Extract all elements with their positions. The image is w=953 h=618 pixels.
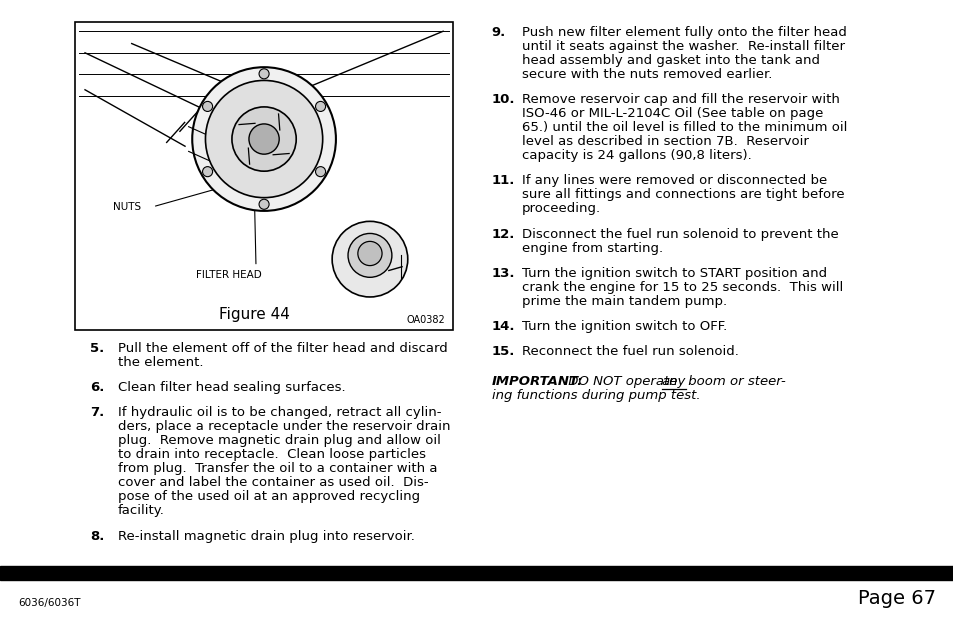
- Text: 10.: 10.: [491, 93, 515, 106]
- Text: 6.: 6.: [90, 381, 104, 394]
- Text: 5.: 5.: [90, 342, 104, 355]
- Text: plug.  Remove magnetic drain plug and allow oil: plug. Remove magnetic drain plug and all…: [118, 434, 440, 447]
- Circle shape: [202, 167, 213, 177]
- Text: OA0382: OA0382: [406, 315, 445, 325]
- Text: If hydraulic oil is to be changed, retract all cylin-: If hydraulic oil is to be changed, retra…: [118, 407, 441, 420]
- Circle shape: [332, 221, 407, 297]
- Text: Clean filter head sealing surfaces.: Clean filter head sealing surfaces.: [118, 381, 345, 394]
- Text: FILTER HEAD: FILTER HEAD: [195, 269, 261, 279]
- Text: Pull the element off of the filter head and discard: Pull the element off of the filter head …: [118, 342, 447, 355]
- Bar: [0, 566, 953, 580]
- Text: 6036/6036T: 6036/6036T: [18, 598, 80, 608]
- Circle shape: [259, 69, 269, 79]
- Text: engine from starting.: engine from starting.: [521, 242, 662, 255]
- Text: 15.: 15.: [491, 345, 515, 358]
- Text: Reconnect the fuel run solenoid.: Reconnect the fuel run solenoid.: [521, 345, 738, 358]
- Text: from plug.  Transfer the oil to a container with a: from plug. Transfer the oil to a contain…: [118, 462, 437, 475]
- Text: IMPORTANT:: IMPORTANT:: [491, 375, 582, 387]
- Text: Page 67: Page 67: [857, 589, 935, 608]
- Text: NUTS: NUTS: [112, 202, 141, 212]
- Text: proceeding.: proceeding.: [521, 203, 600, 216]
- Text: 8.: 8.: [90, 530, 104, 543]
- Text: 12.: 12.: [491, 227, 515, 240]
- Text: ing functions during pump test.: ing functions during pump test.: [491, 389, 700, 402]
- Text: Turn the ignition switch to START position and: Turn the ignition switch to START positi…: [521, 267, 826, 280]
- Text: If any lines were removed or disconnected be: If any lines were removed or disconnecte…: [521, 174, 826, 187]
- Circle shape: [205, 80, 322, 198]
- Text: the element.: the element.: [118, 356, 203, 369]
- Text: Disconnect the fuel run solenoid to prevent the: Disconnect the fuel run solenoid to prev…: [521, 227, 838, 240]
- Text: Turn the ignition switch to OFF.: Turn the ignition switch to OFF.: [521, 320, 726, 333]
- Text: 14.: 14.: [491, 320, 515, 333]
- Text: prime the main tandem pump.: prime the main tandem pump.: [521, 295, 726, 308]
- Circle shape: [192, 67, 335, 211]
- Text: 9.: 9.: [491, 26, 505, 39]
- Text: crank the engine for 15 to 25 seconds.  This will: crank the engine for 15 to 25 seconds. T…: [521, 281, 842, 294]
- Circle shape: [348, 234, 392, 277]
- Text: DO NOT operate: DO NOT operate: [563, 375, 680, 387]
- Text: head assembly and gasket into the tank and: head assembly and gasket into the tank a…: [521, 54, 819, 67]
- Text: Re-install magnetic drain plug into reservoir.: Re-install magnetic drain plug into rese…: [118, 530, 415, 543]
- Text: pose of the used oil at an approved recycling: pose of the used oil at an approved recy…: [118, 491, 419, 504]
- Circle shape: [259, 199, 269, 210]
- Text: 13.: 13.: [491, 267, 515, 280]
- Text: Remove reservoir cap and fill the reservoir with: Remove reservoir cap and fill the reserv…: [521, 93, 839, 106]
- Circle shape: [249, 124, 279, 154]
- Bar: [75, 22, 453, 330]
- Text: any: any: [661, 375, 685, 387]
- Text: cover and label the container as used oil.  Dis-: cover and label the container as used oi…: [118, 476, 428, 489]
- Text: facility.: facility.: [118, 504, 165, 517]
- Text: Push new filter element fully onto the filter head: Push new filter element fully onto the f…: [521, 26, 845, 39]
- Text: Figure 44: Figure 44: [218, 307, 290, 322]
- Circle shape: [202, 101, 213, 111]
- Text: ders, place a receptacle under the reservoir drain: ders, place a receptacle under the reser…: [118, 420, 450, 433]
- Text: 7.: 7.: [90, 407, 104, 420]
- Text: 11.: 11.: [491, 174, 515, 187]
- Circle shape: [357, 242, 381, 266]
- Text: ISO-46 or MIL-L-2104C Oil (See table on page: ISO-46 or MIL-L-2104C Oil (See table on …: [521, 107, 822, 120]
- Text: secure with the nuts removed earlier.: secure with the nuts removed earlier.: [521, 68, 771, 81]
- Circle shape: [315, 101, 325, 111]
- Text: 65.) until the oil level is filled to the minimum oil: 65.) until the oil level is filled to th…: [521, 121, 846, 134]
- Text: to drain into receptacle.  Clean loose particles: to drain into receptacle. Clean loose pa…: [118, 449, 426, 462]
- Text: boom or steer-: boom or steer-: [683, 375, 784, 387]
- Text: capacity is 24 gallons (90,8 liters).: capacity is 24 gallons (90,8 liters).: [521, 149, 751, 162]
- Text: until it seats against the washer.  Re-install filter: until it seats against the washer. Re-in…: [521, 40, 844, 53]
- Text: level as described in section 7B.  Reservoir: level as described in section 7B. Reserv…: [521, 135, 808, 148]
- Text: sure all fittings and connections are tight before: sure all fittings and connections are ti…: [521, 188, 843, 201]
- Circle shape: [315, 167, 325, 177]
- Circle shape: [232, 107, 296, 171]
